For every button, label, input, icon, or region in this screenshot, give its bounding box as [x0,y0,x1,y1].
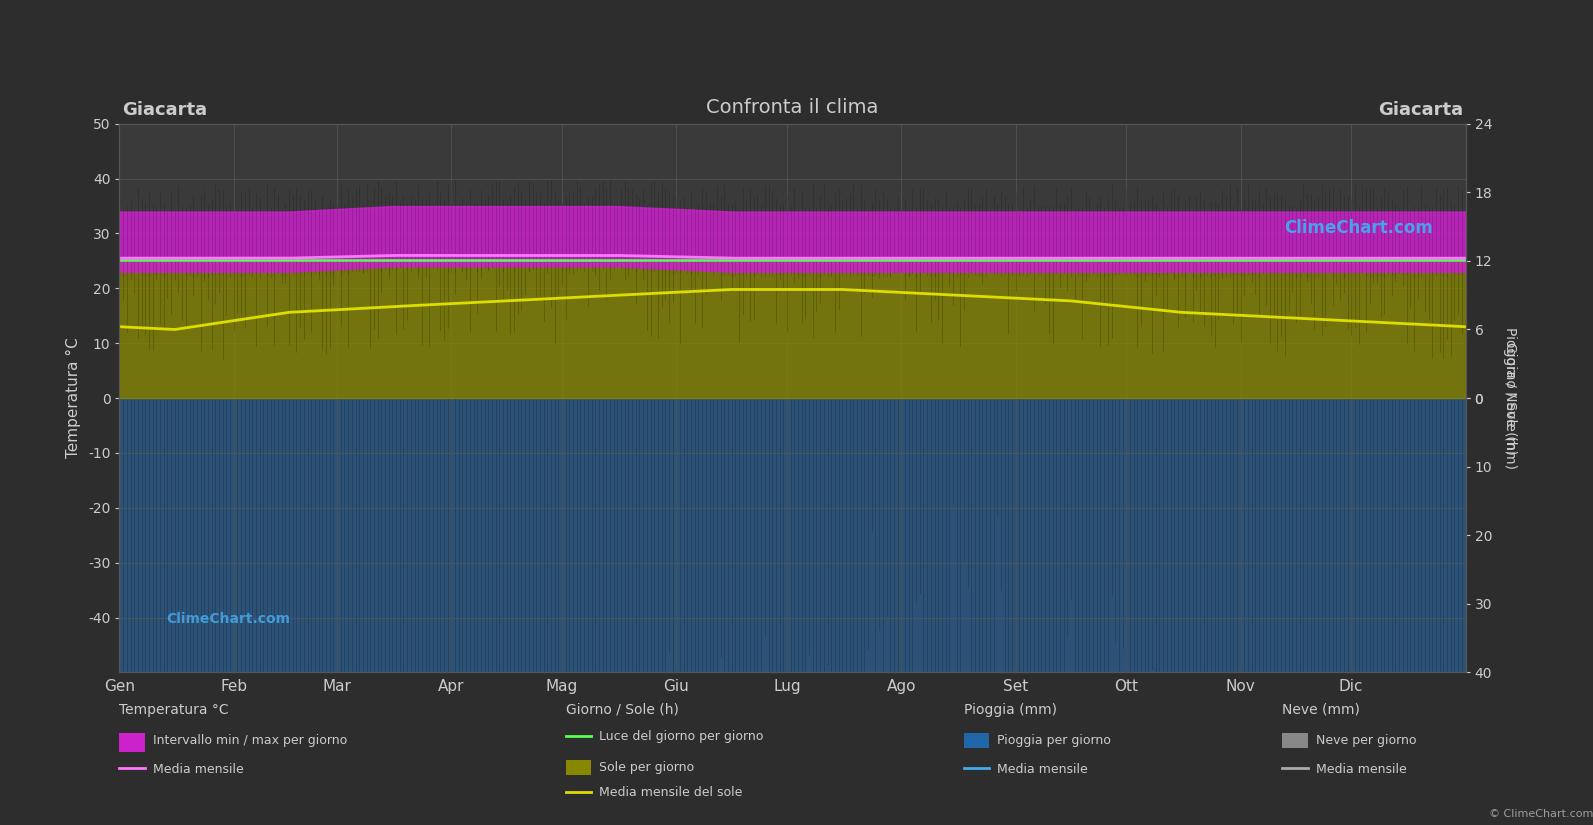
Text: Pioggia (mm): Pioggia (mm) [964,703,1056,717]
Bar [1282,733,1308,748]
Text: Media mensile: Media mensile [1316,763,1407,776]
Text: Media mensile del sole: Media mensile del sole [599,786,742,799]
Text: Temperatura °C: Temperatura °C [119,703,229,717]
Text: Giacarta: Giacarta [123,101,207,120]
Title: Confronta il clima: Confronta il clima [706,97,879,116]
Y-axis label: Pioggia / Neve (mm): Pioggia / Neve (mm) [1504,327,1517,469]
Text: Luce del giorno per giorno: Luce del giorno per giorno [599,730,763,743]
Text: Giacarta: Giacarta [1378,101,1462,120]
Bar [119,733,145,752]
Bar [964,733,989,748]
Text: Intervallo min / max per giorno: Intervallo min / max per giorno [153,734,347,747]
Text: Giorno / Sole (h): Giorno / Sole (h) [566,703,679,717]
Text: Media mensile: Media mensile [997,763,1088,776]
Text: Sole per giorno: Sole per giorno [599,761,695,774]
Y-axis label: Giorno / Sole (h): Giorno / Sole (h) [1504,342,1518,455]
Text: Neve (mm): Neve (mm) [1282,703,1360,717]
Text: Pioggia per giorno: Pioggia per giorno [997,734,1110,747]
Y-axis label: Temperatura °C: Temperatura °C [65,337,81,459]
Text: Media mensile: Media mensile [153,763,244,776]
Bar [566,760,591,775]
Text: ClimeChart.com: ClimeChart.com [167,612,290,626]
Text: ClimeChart.com: ClimeChart.com [1284,219,1432,238]
Text: © ClimeChart.com: © ClimeChart.com [1489,808,1593,818]
Text: Neve per giorno: Neve per giorno [1316,734,1416,747]
